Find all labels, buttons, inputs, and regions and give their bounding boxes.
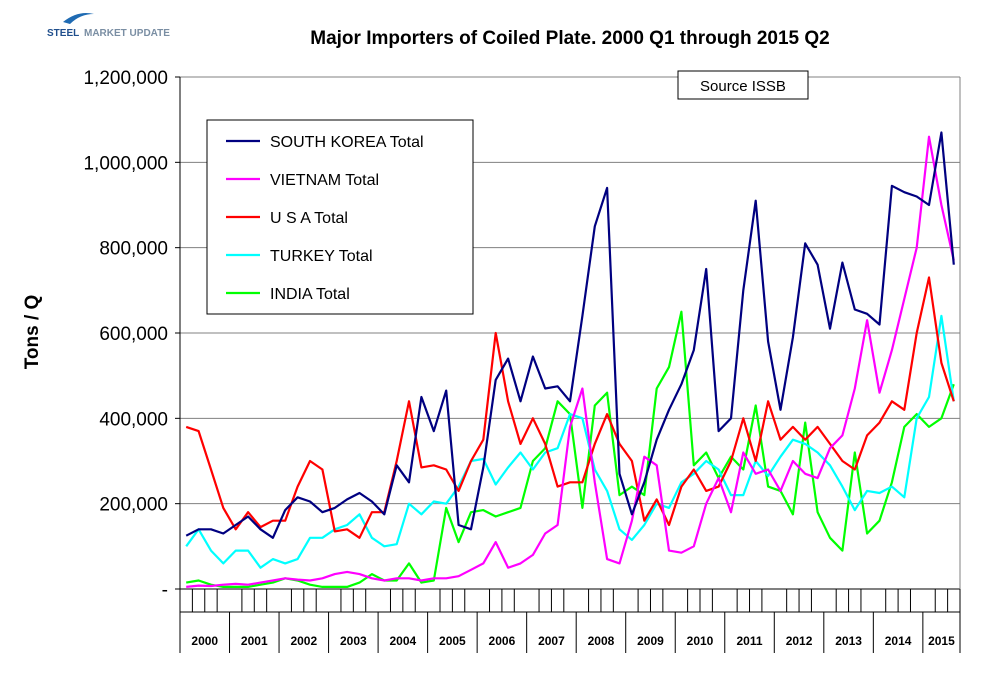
y-tick-label: 400,000 <box>99 409 168 430</box>
x-tick-label: 2014 <box>885 634 912 648</box>
legend-label-south-korea-total: SOUTH KOREA Total <box>270 134 424 151</box>
chart-title: Major Importers of Coiled Plate. 2000 Q1… <box>310 28 829 49</box>
x-tick-label: 2001 <box>241 634 268 648</box>
logo: STEEL MARKET UPDATE <box>47 13 170 39</box>
x-tick-label: 2003 <box>340 634 367 648</box>
series-line-u-s-a-total <box>185 276 955 539</box>
logo-swoosh-icon <box>63 13 94 24</box>
x-tick-label: 2006 <box>489 634 516 648</box>
legend-label-india-total: INDIA Total <box>270 286 350 303</box>
x-tick-label: 2010 <box>687 634 714 648</box>
x-tick-label: 2013 <box>835 634 862 648</box>
x-axis-year-band: 2000 2001 2002 2003 2004 2005 2006 2007 2008 2009… <box>179 589 961 653</box>
y-axis-label: Tons / Q <box>22 295 43 370</box>
y-axis-title: Tons / Q <box>22 295 43 370</box>
x-tick-label: 2009 <box>637 634 664 648</box>
legend-label-turkey-total: TURKEY Total <box>270 248 373 265</box>
y-tick-label: - <box>162 580 168 601</box>
y-tick-label: 600,000 <box>99 324 168 345</box>
x-tick-label: 2002 <box>290 634 317 648</box>
legend-label-vietnam-total: VIETNAM Total <box>270 172 379 189</box>
source-text: Source ISSB <box>700 78 786 95</box>
x-tick-label: 2007 <box>538 634 565 648</box>
legend-label-u-s-a-total: U S A Total <box>270 210 348 227</box>
x-tick-label: 2008 <box>588 634 615 648</box>
y-axis-ticks: - 200,000 400,000 600,000 800,000 1,000,000 1,… <box>83 68 180 601</box>
x-tick-label: 2012 <box>786 634 813 648</box>
x-tick-label: 2011 <box>737 634 763 648</box>
x-tick-label: 2000 <box>191 634 218 648</box>
y-tick-label: 1,200,000 <box>83 68 168 89</box>
x-tick-label: 2004 <box>390 634 417 648</box>
legend: SOUTH KOREA Total VIETNAM Total U S A Tota… <box>206 119 474 315</box>
y-tick-label: 800,000 <box>99 239 168 260</box>
series-group <box>185 131 955 589</box>
series-line-south-korea-total <box>185 131 955 539</box>
y-tick-label: 1,000,000 <box>83 153 168 174</box>
source-annotation: Source ISSB <box>677 70 809 100</box>
x-tick-label: 2015 <box>928 634 955 648</box>
logo-word-market-update: MARKET UPDATE <box>84 28 170 39</box>
series-line-vietnam-total <box>186 135 955 588</box>
logo-word-steel: STEEL <box>47 28 79 39</box>
x-tick-label: 2005 <box>439 634 466 648</box>
y-tick-label: 200,000 <box>99 495 168 516</box>
source-box <box>677 70 809 100</box>
